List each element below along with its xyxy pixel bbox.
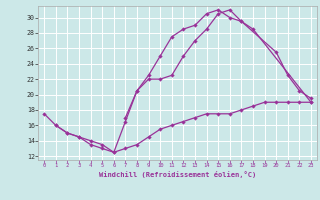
X-axis label: Windchill (Refroidissement éolien,°C): Windchill (Refroidissement éolien,°C) xyxy=(99,171,256,178)
